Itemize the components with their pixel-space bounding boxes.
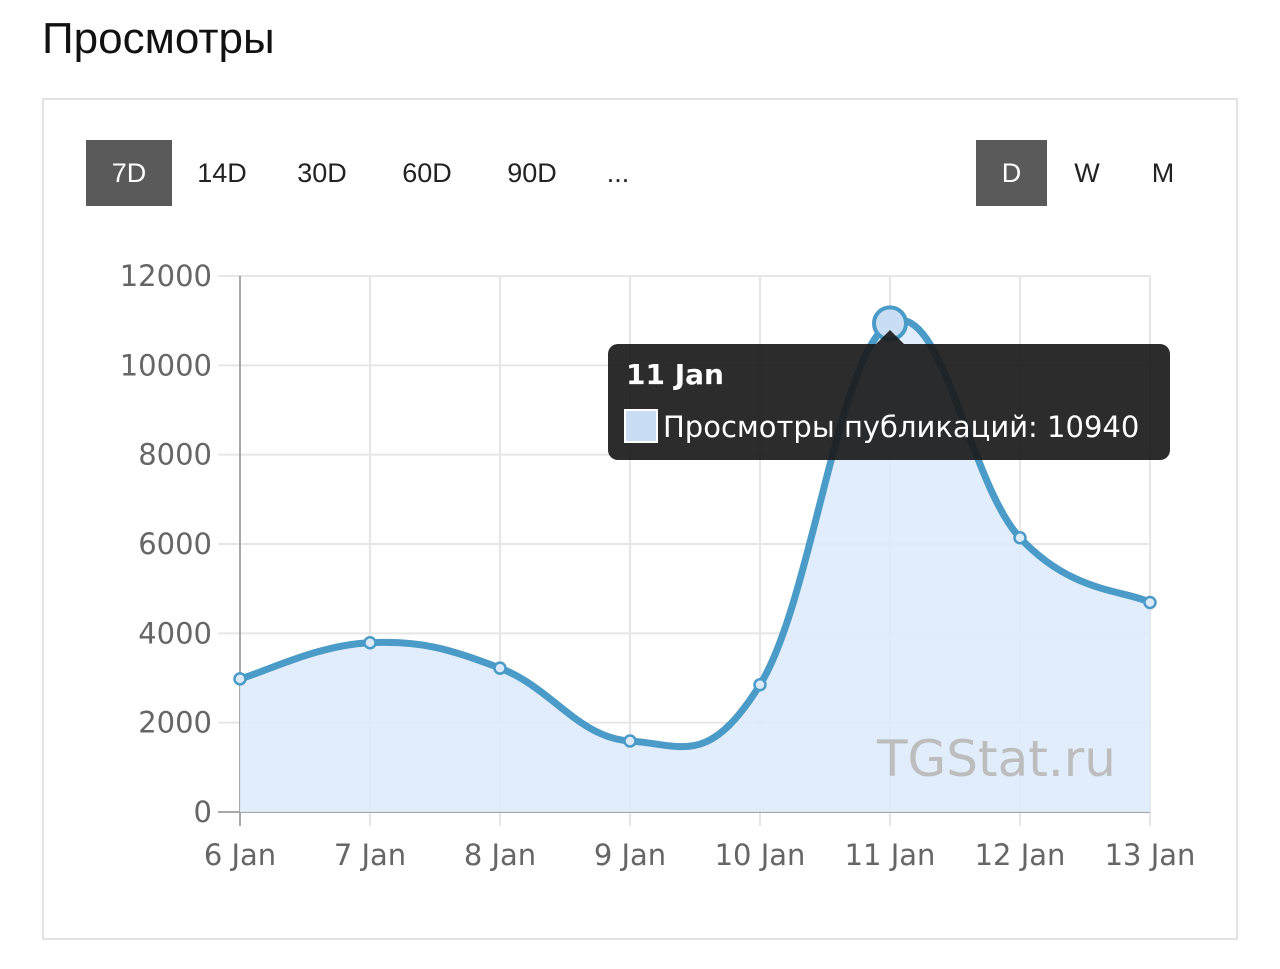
tooltip-title: 11 Jan [626, 358, 724, 391]
y-tick-label: 0 [194, 795, 212, 829]
data-point-3 [623, 734, 637, 748]
range-button-moremoremore[interactable]: ... [606, 158, 630, 188]
range-button-90D[interactable]: 90D [507, 158, 557, 188]
tooltip-text: Просмотры публикаций: 10940 [663, 410, 1139, 444]
x-tick-label: 10 Jan [715, 838, 806, 872]
range-button-14D[interactable]: 14D [197, 158, 247, 188]
data-point-0 [233, 672, 247, 686]
tooltip-box [608, 344, 1170, 460]
granularity-button-m[interactable]: M [1151, 158, 1175, 188]
range-button-60D[interactable]: 60D [402, 158, 452, 188]
y-tick-label: 6000 [138, 527, 212, 561]
x-tick-label: 6 Jan [204, 838, 276, 872]
granularity-button-w[interactable]: W [1074, 158, 1100, 188]
y-tick-label: 10000 [120, 348, 212, 382]
tooltip: 11 Jan Просмотры публикаций: 10940 [608, 330, 1170, 460]
x-tick-label: 9 Jan [594, 838, 666, 872]
x-tick-label: 7 Jan [334, 838, 406, 872]
x-tick-label: 11 Jan [845, 838, 936, 872]
y-tick-label: 12000 [120, 259, 212, 293]
watermark: TGStat.ru [876, 730, 1116, 788]
data-point-6 [1013, 530, 1027, 545]
page-title: Просмотры [42, 14, 275, 63]
y-tick-label: 4000 [138, 616, 212, 650]
granularity-button-d[interactable]: D [976, 140, 1047, 206]
x-tick-label: 13 Jan [1105, 838, 1196, 872]
y-tick-label: 8000 [138, 438, 212, 472]
x-tick-label: 8 Jan [464, 838, 536, 872]
range-button-7D[interactable]: 7D [86, 140, 172, 206]
views-chart: 0 2000 4000 6000 8000 10000 12000 6 Jan 7 Jan 8 J… [120, 259, 1196, 872]
data-point-1 [363, 635, 377, 650]
y-tick-label: 2000 [138, 706, 212, 740]
x-tick-label: 12 Jan [975, 838, 1066, 872]
data-point-7 [1143, 595, 1157, 610]
data-point-2 [493, 661, 507, 675]
data-point-4 [753, 677, 767, 692]
tooltip-caret [876, 330, 904, 344]
tooltip-legend-swatch [624, 409, 658, 443]
range-button-30D[interactable]: 30D [297, 158, 347, 188]
